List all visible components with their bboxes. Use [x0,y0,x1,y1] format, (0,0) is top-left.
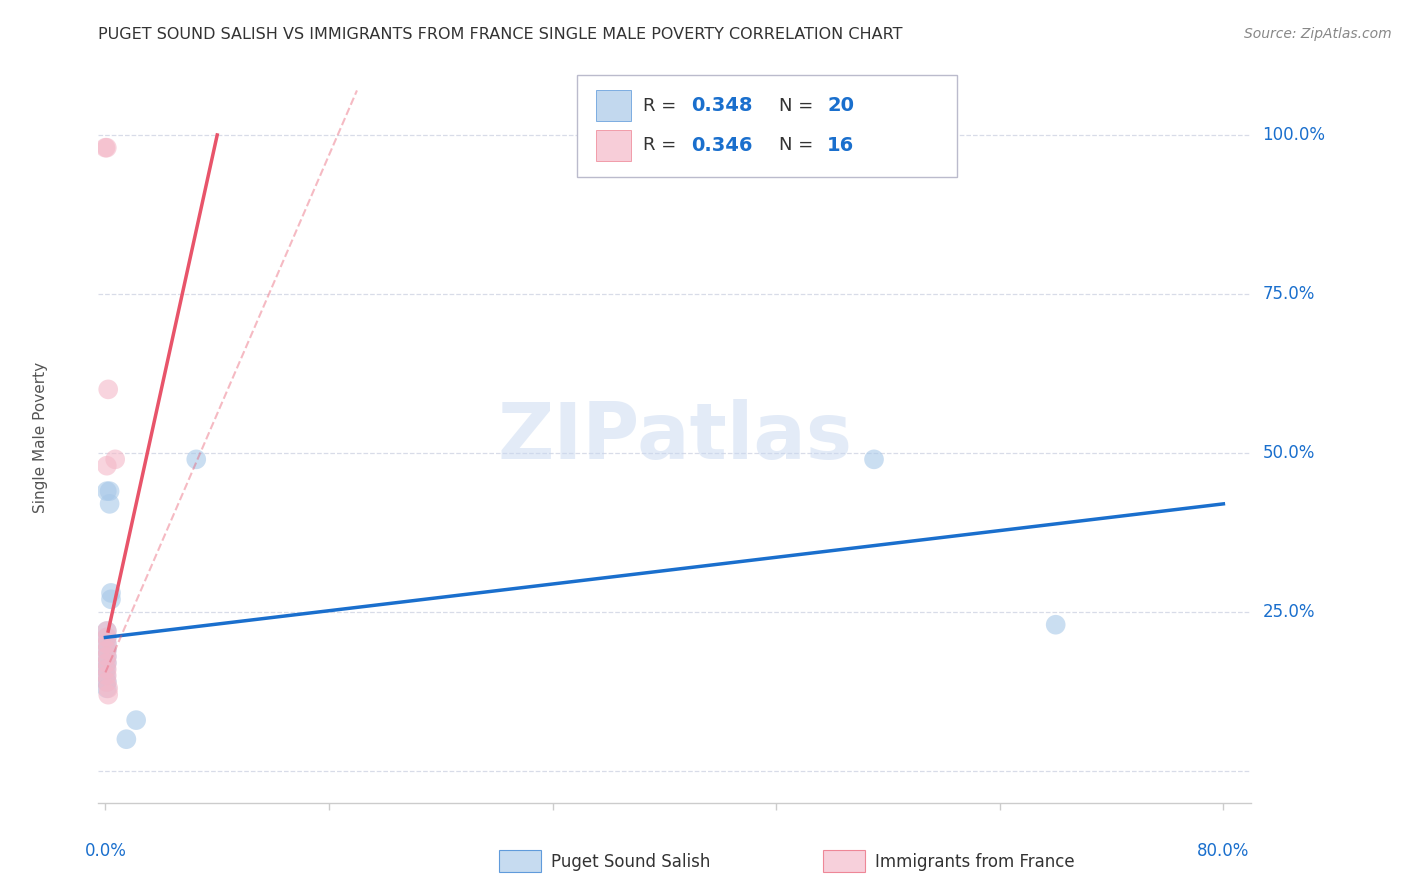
Point [1045,617,1067,632]
Point [96,656,118,670]
Point [98,497,121,511]
Point [96,662,118,676]
Point [96,458,118,473]
Point [97,383,120,397]
Point [100,586,122,600]
Point [98,484,121,499]
Point [96,624,118,638]
Text: 75.0%: 75.0% [1263,285,1315,303]
Point [96,675,118,690]
Point [96,484,118,499]
Text: 25.0%: 25.0% [1263,603,1315,621]
Point [186,452,208,467]
Point [96,643,118,657]
Point [96,631,118,645]
FancyBboxPatch shape [596,130,631,161]
Point [96,643,118,657]
Point [863,452,886,467]
Point [125,713,148,727]
Point [96,681,118,696]
Point [96,649,118,664]
Text: Immigrants from France: Immigrants from France [875,853,1074,871]
Point [94,668,117,682]
Text: PUGET SOUND SALISH VS IMMIGRANTS FROM FRANCE SINGLE MALE POVERTY CORRELATION CHA: PUGET SOUND SALISH VS IMMIGRANTS FROM FR… [98,27,903,42]
Text: 50.0%: 50.0% [1263,444,1315,462]
Text: 80.0%: 80.0% [1197,842,1250,860]
Point [96,631,118,645]
Text: Source: ZipAtlas.com: Source: ZipAtlas.com [1244,27,1392,41]
Point [94,662,117,676]
Text: 16: 16 [827,136,855,154]
Text: Single Male Poverty: Single Male Poverty [34,361,48,513]
Point [96,624,118,638]
Point [115,732,138,747]
Text: 20: 20 [827,96,853,115]
Point [94,141,117,155]
Text: N =: N = [779,136,818,154]
Point [100,592,122,607]
FancyBboxPatch shape [576,75,957,178]
Point [96,637,118,651]
Point [96,668,118,682]
Text: 0.346: 0.346 [690,136,752,154]
Point [96,637,118,651]
Point [97,681,120,696]
Text: 0.348: 0.348 [690,96,752,115]
Text: R =: R = [643,136,682,154]
Point [104,452,127,467]
Text: ZIPatlas: ZIPatlas [498,399,852,475]
Point [96,141,118,155]
Text: R =: R = [643,96,682,115]
Text: Puget Sound Salish: Puget Sound Salish [551,853,710,871]
Text: N =: N = [779,96,818,115]
Point [97,688,120,702]
Point [96,649,118,664]
FancyBboxPatch shape [596,90,631,121]
Point [96,656,118,670]
Text: 0.0%: 0.0% [84,842,127,860]
Text: 100.0%: 100.0% [1263,126,1326,144]
Point [96,675,118,690]
